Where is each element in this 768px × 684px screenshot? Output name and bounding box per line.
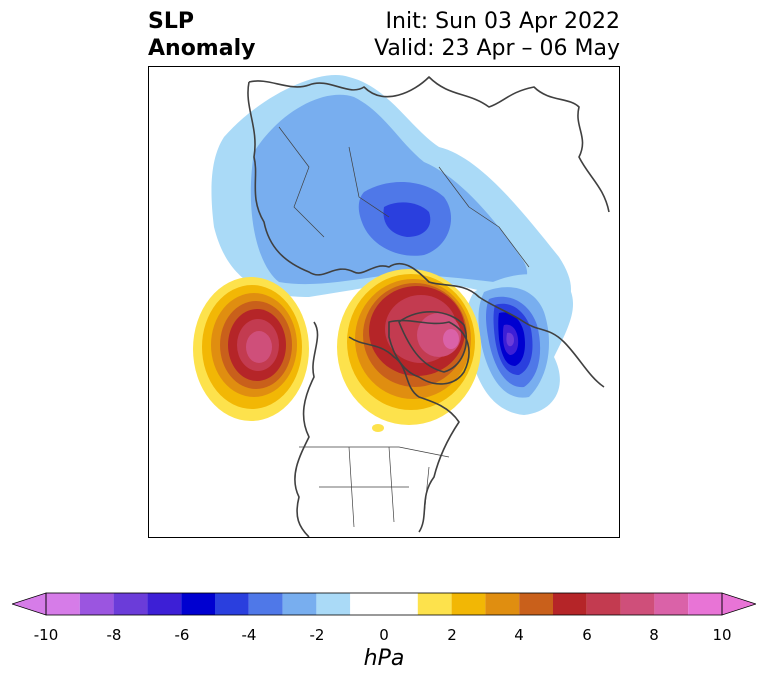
colorbar-bin xyxy=(553,593,587,615)
colorbar-unit: hPa xyxy=(363,646,405,671)
colorbar-bin xyxy=(316,593,351,615)
tick-label: 2 xyxy=(447,626,457,644)
colorbar-bin xyxy=(620,593,655,615)
colorbar-bin xyxy=(248,593,283,615)
title-field: Anomaly xyxy=(148,36,256,61)
colorbar-bin xyxy=(519,593,553,615)
anomaly-map xyxy=(193,75,610,537)
high-gulf-of-alaska xyxy=(193,277,309,421)
pac-plus7 xyxy=(246,331,272,363)
colorbar-bin xyxy=(654,593,689,615)
colorbar-min-extend xyxy=(12,592,47,616)
eurasia-coast xyxy=(247,76,610,388)
title-left: SLP Anomaly xyxy=(148,8,255,62)
low-north-atlantic xyxy=(466,274,574,415)
colorbar-bin xyxy=(215,593,249,615)
tick-label: 4 xyxy=(514,626,524,644)
colorbar-bin xyxy=(417,593,452,615)
colorbar-bin xyxy=(282,593,317,615)
tick-label: 6 xyxy=(582,626,592,644)
tick-label: -4 xyxy=(241,626,257,644)
tick-label: -6 xyxy=(174,626,190,644)
valid-range: Valid: 23 Apr – 06 May xyxy=(374,36,620,61)
colorbar-bin xyxy=(113,593,148,615)
small-plus-blob xyxy=(372,424,384,432)
low-europe-russia xyxy=(211,75,571,308)
colorbar-bin xyxy=(147,593,182,615)
tick-label: -8 xyxy=(106,626,122,644)
grl-plus8 xyxy=(443,329,459,349)
init-date: Init: Sun 03 Apr 2022 xyxy=(385,9,620,34)
tick-label: -2 xyxy=(309,626,325,644)
colorbar-bin xyxy=(485,593,520,615)
colorbar-bin xyxy=(451,593,486,615)
title-right: Init: Sun 03 Apr 2022 Valid: 23 Apr – 06… xyxy=(374,8,620,62)
colorbar-ticks: -10 -8 -6 -4 -2 0 2 4 6 8 10 xyxy=(0,626,768,646)
tick-label: 10 xyxy=(712,626,732,644)
colorbar-bin xyxy=(79,593,114,615)
atl-minus7 xyxy=(506,332,514,347)
colorbar-outline xyxy=(45,592,723,616)
contour-minus4 xyxy=(383,202,431,237)
tick-label: 0 xyxy=(379,626,389,644)
colorbar xyxy=(12,592,756,616)
colorbar-bin xyxy=(46,593,80,615)
title-variable: SLP xyxy=(148,9,194,34)
greenland-outline xyxy=(398,311,468,373)
colorbar-bin xyxy=(350,593,418,615)
map-panel xyxy=(148,66,620,538)
colorbar-bin xyxy=(586,593,621,615)
colorbar-bins xyxy=(46,593,722,615)
high-greenland xyxy=(337,269,481,432)
north-america-coast xyxy=(294,319,470,537)
colorbar-max-extend xyxy=(721,592,756,616)
tick-label: -10 xyxy=(33,626,59,644)
tick-label: 8 xyxy=(649,626,659,644)
colorbar-bin xyxy=(181,593,215,615)
inner-borders xyxy=(278,126,530,528)
colorbar-bin xyxy=(688,593,722,615)
coastlines xyxy=(247,76,610,537)
